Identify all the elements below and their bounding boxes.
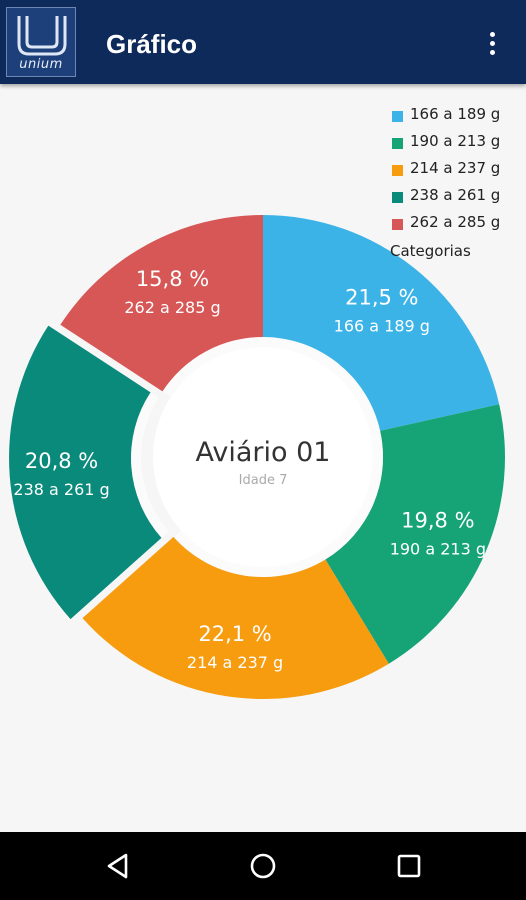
back-button[interactable]: [100, 848, 136, 884]
legend-swatch: [392, 111, 403, 122]
home-button[interactable]: [245, 848, 281, 884]
app-bar: unium Gráfico: [0, 0, 526, 84]
slice-category-label: 166 a 189 g: [334, 317, 430, 336]
overflow-menu-icon-dot: [490, 41, 495, 46]
overflow-menu-icon: [490, 32, 495, 37]
chart-center-subtitle: Idade 7: [239, 473, 288, 488]
pie-slice-4[interactable]: [9, 325, 162, 620]
legend-label: 214 a 237 g: [410, 159, 501, 177]
pie-slice-highlight-ring: [162, 337, 263, 397]
back-triangle-icon: [107, 853, 128, 879]
overflow-menu-icon-dot: [490, 50, 495, 55]
slice-percent-label: 21,5 %: [345, 286, 418, 310]
system-navigation-bar: [0, 832, 526, 900]
legend-label: 238 a 261 g: [410, 186, 501, 204]
legend-label: 262 a 285 g: [410, 213, 501, 231]
pie-slice-highlight-ring: [173, 530, 326, 577]
slice-percent-label: 15,8 %: [136, 267, 209, 291]
legend-title: Categorias: [390, 242, 471, 260]
legend-label: 166 a 189 g: [410, 105, 501, 123]
pie-slice-highlight-ring: [131, 392, 169, 538]
pie-slice-highlight-ring: [320, 430, 384, 560]
donut-chart[interactable]: 21,5 % 166 a 189 g 19,8 % 190 a 213 g 22,1 %…: [0, 84, 526, 832]
unium-logo: unium: [6, 7, 76, 77]
legend-swatch: [392, 192, 403, 203]
legend-swatch: [392, 219, 403, 230]
home-circle-icon: [250, 853, 276, 879]
slice-percent-label: 19,8 %: [401, 508, 474, 532]
recents-button[interactable]: [391, 848, 427, 884]
page-title: Gráfico: [106, 29, 198, 59]
legend-label: 190 a 213 g: [410, 132, 501, 150]
slice-percent-label: 20,8 %: [25, 449, 98, 473]
logo-mark-icon: [17, 16, 67, 56]
chart-area: 21,5 % 166 a 189 g 19,8 % 190 a 213 g 22,1 %…: [0, 84, 526, 832]
overflow-menu-button[interactable]: [480, 26, 504, 62]
chart-center-title: Aviário 01: [196, 437, 331, 468]
slice-category-label: 262 a 285 g: [124, 298, 220, 317]
donut-center-hole: [153, 347, 373, 567]
pie-slice-3[interactable]: [82, 536, 389, 700]
slice-category-label: 214 a 237 g: [187, 653, 283, 672]
legend-swatch: [392, 138, 403, 149]
recents-square-icon: [397, 854, 421, 878]
legend-swatch: [392, 165, 403, 176]
pie-slice-1[interactable]: [263, 215, 500, 431]
pie-slice-5[interactable]: [60, 215, 263, 392]
pie-slice-2[interactable]: [325, 404, 505, 664]
slice-category-label: 190 a 213 g: [390, 539, 486, 558]
slice-category-label: 238 a 261 g: [13, 480, 109, 499]
logo-text: unium: [19, 57, 63, 72]
pie-slice-highlight-ring: [263, 337, 381, 433]
slice-percent-label: 22,1 %: [198, 622, 271, 646]
